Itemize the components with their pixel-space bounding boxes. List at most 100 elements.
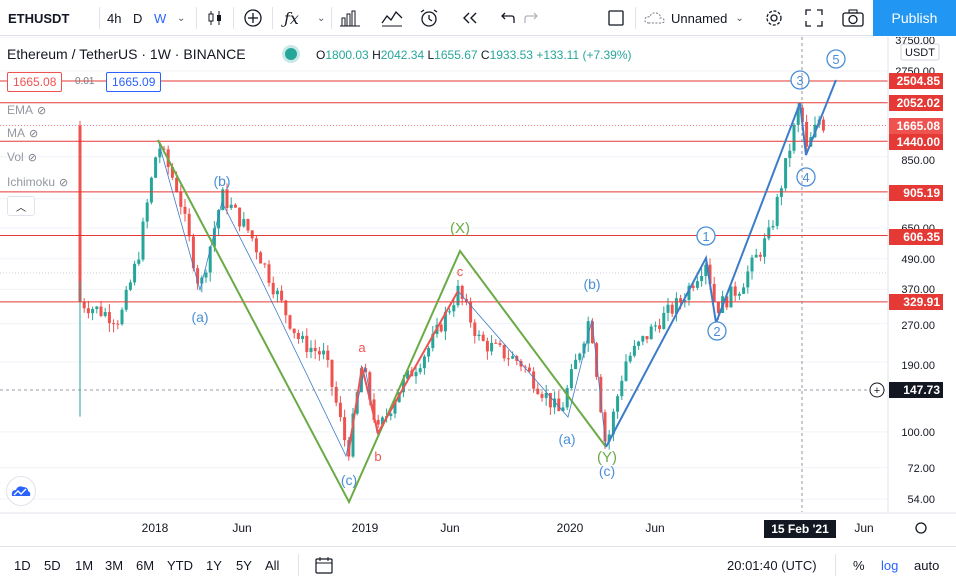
hidden-eye-icon[interactable]: ⊘ — [27, 151, 37, 164]
tradingview-logo[interactable] — [6, 476, 36, 506]
auto-scale-toggle[interactable]: auto — [914, 557, 940, 573]
bar-style-button[interactable] — [206, 0, 224, 36]
price-tick-label: 54.00 — [907, 494, 935, 506]
fullscreen-select-button[interactable] — [607, 0, 625, 36]
candle-body — [607, 434, 611, 442]
indicator-ichimoku[interactable]: Ichimoku ⊘ — [7, 175, 68, 189]
candle-body — [481, 334, 485, 341]
range-3m-button[interactable]: 3M — [105, 557, 124, 573]
hidden-eye-icon[interactable]: ⊘ — [29, 127, 39, 140]
replay-button[interactable] — [461, 0, 479, 36]
wave-label-2: 2 — [713, 324, 720, 339]
price-tick-label: 370.00 — [901, 284, 935, 296]
candle-body — [393, 402, 397, 414]
indicator-ma[interactable]: MA ⊘ — [7, 126, 38, 140]
chevron-up-icon: ︿ — [16, 202, 26, 214]
range-5y-button[interactable]: 5Y — [236, 557, 252, 573]
undo-button[interactable] — [497, 0, 515, 36]
current-price-label: 1665.08 — [897, 119, 941, 133]
log-scale-toggle[interactable]: log — [881, 557, 899, 573]
candle-body — [162, 148, 166, 150]
price-axis[interactable]: USDT3750.002750.001250.00850.00650.00490… — [869, 37, 956, 546]
alert-button[interactable] — [419, 0, 439, 36]
candle-body — [771, 225, 775, 228]
range-ytd-button[interactable]: YTD — [167, 557, 193, 573]
level-price-label: 2504.85 — [897, 74, 941, 88]
redo-button[interactable] — [524, 0, 542, 36]
candle-body — [334, 386, 338, 403]
candle-body — [452, 305, 456, 312]
fullscreen-button[interactable] — [805, 0, 823, 36]
goto-date-button[interactable] — [314, 547, 334, 583]
interval-w-button[interactable]: W — [154, 10, 167, 26]
time-tick-label: Jun — [440, 521, 459, 535]
candle-body — [611, 411, 615, 435]
candle-body — [616, 396, 620, 412]
impulse-wave — [605, 79, 837, 448]
time-tick-label: 2019 — [352, 521, 379, 535]
candle-body — [788, 150, 792, 159]
snapshot-button[interactable] — [842, 0, 864, 36]
interval-dropdown-chevron-icon[interactable]: ⌄ — [177, 12, 186, 24]
add-alert-plus-icon — [869, 382, 885, 398]
collapse-legend-button[interactable]: ︿ — [7, 196, 35, 216]
candle-body — [204, 272, 208, 278]
range-1y-button[interactable]: 1Y — [206, 557, 222, 573]
candle-body — [212, 228, 216, 247]
indicator-vol[interactable]: Vol ⊘ — [7, 150, 37, 164]
timezone-clock[interactable]: 20:01:40 (UTC) — [727, 557, 817, 573]
candle-body — [763, 238, 767, 257]
candle-body — [225, 189, 229, 208]
candle-body — [317, 351, 321, 355]
range-5d-button[interactable]: 5D — [44, 557, 61, 573]
wave-label-c1: (c) — [341, 472, 357, 488]
candle-body — [82, 301, 86, 309]
level-price-tag — [889, 229, 943, 245]
candle-body — [527, 367, 531, 372]
indicators-dropdown-chevron-icon[interactable]: ⌄ — [317, 12, 326, 24]
candle-body — [351, 413, 355, 457]
settings-button[interactable] — [764, 0, 784, 36]
publish-button[interactable]: Publish — [873, 0, 956, 36]
range-all-button[interactable]: All — [265, 557, 280, 573]
interval-4h-button[interactable]: 4h — [107, 10, 122, 26]
level-price-tag — [889, 294, 943, 310]
candle-body — [469, 302, 473, 323]
cloud-icon — [644, 12, 665, 24]
range-1d-button[interactable]: 1D — [14, 557, 31, 573]
percent-scale-toggle[interactable]: % — [853, 557, 865, 573]
layout-name-button[interactable]: Unnamed ⌄ — [643, 0, 744, 36]
candle-body — [280, 290, 284, 301]
wave-label-4-circle — [796, 167, 816, 187]
symbol-search-button[interactable]: ETHUSDT — [8, 10, 70, 26]
hidden-eye-icon[interactable]: ⊘ — [37, 104, 47, 117]
candle-body — [91, 309, 95, 314]
hidden-eye-icon[interactable]: ⊘ — [59, 176, 69, 189]
candle-body — [296, 333, 300, 339]
candle-body — [376, 419, 380, 425]
templates-button[interactable] — [381, 0, 403, 36]
candle-body — [406, 370, 410, 379]
candle-body — [620, 380, 624, 397]
candle-body — [666, 304, 670, 313]
high-key: H — [372, 48, 381, 62]
sell-price-button[interactable]: 1665.08 — [7, 72, 63, 92]
candle-body — [569, 369, 573, 389]
time-axis[interactable]: 2018Jun2019Jun2020JunJunJun15 Feb '21 — [0, 512, 956, 538]
chart-legend-title[interactable]: Ethereum / TetherUS · 1W · BINANCE — [7, 46, 246, 62]
interval-d-button[interactable]: D — [133, 10, 143, 26]
buy-price-button[interactable]: 1665.09 — [106, 72, 162, 92]
indicator-ema[interactable]: EMA ⊘ — [7, 103, 46, 117]
wave-abc-thin-2 — [457, 290, 607, 448]
calendar-icon — [315, 557, 333, 574]
financials-button[interactable] — [340, 0, 360, 36]
range-1m-button[interactable]: 1M — [75, 557, 94, 573]
level-price-tag — [889, 95, 943, 111]
compare-button[interactable] — [243, 0, 263, 36]
indicators-button[interactable]: ƒx — [284, 0, 299, 36]
candle-body — [124, 289, 128, 310]
candle-body — [86, 308, 90, 314]
range-6m-button[interactable]: 6M — [136, 557, 155, 573]
camera-icon — [842, 9, 864, 27]
